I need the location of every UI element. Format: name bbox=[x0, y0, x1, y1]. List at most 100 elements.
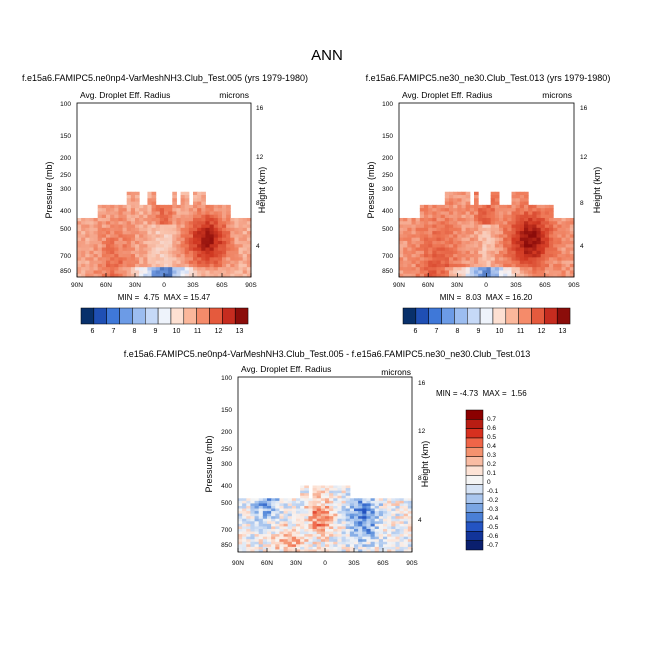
field-cell bbox=[230, 254, 235, 258]
field-cell bbox=[407, 513, 413, 517]
field-cell bbox=[205, 254, 211, 258]
field-cell bbox=[205, 263, 211, 268]
field-cell bbox=[201, 250, 206, 255]
field-cell bbox=[184, 254, 190, 258]
field-cell bbox=[329, 490, 334, 494]
field-cell bbox=[499, 240, 504, 245]
field-cell bbox=[296, 531, 301, 535]
field-cell bbox=[304, 488, 309, 492]
field-cell bbox=[395, 534, 401, 538]
field-cell bbox=[320, 495, 326, 499]
field-cell bbox=[399, 240, 404, 245]
field-cell bbox=[415, 231, 421, 235]
field-cell bbox=[399, 531, 405, 535]
field-cell bbox=[197, 191, 202, 196]
field-cell bbox=[242, 254, 248, 258]
field-cell bbox=[349, 511, 355, 515]
field-cell bbox=[139, 208, 144, 212]
x-tick-label: 90S bbox=[245, 282, 257, 289]
field-cell bbox=[453, 224, 458, 229]
field-cell bbox=[135, 267, 140, 271]
field-cell bbox=[135, 201, 140, 206]
field-cell bbox=[333, 518, 338, 522]
field-cell bbox=[457, 217, 462, 222]
field-cell bbox=[126, 204, 132, 209]
field-cell bbox=[465, 201, 471, 206]
field-cell bbox=[258, 518, 264, 522]
field-cell bbox=[106, 260, 111, 265]
field-cell bbox=[395, 503, 401, 507]
field-cell bbox=[407, 237, 412, 242]
field-cell bbox=[536, 240, 542, 245]
field-cell bbox=[184, 263, 190, 268]
field-cell bbox=[81, 227, 86, 232]
field-cell bbox=[126, 257, 132, 262]
field-cell bbox=[283, 516, 289, 520]
field-cell bbox=[428, 214, 433, 219]
field-cell bbox=[101, 234, 107, 239]
field-cell bbox=[246, 254, 252, 258]
field-cell bbox=[159, 260, 165, 265]
field-cell bbox=[122, 247, 128, 252]
field-cell bbox=[176, 254, 182, 258]
field-cell bbox=[383, 511, 388, 515]
colorbar-swatch bbox=[93, 307, 107, 325]
field-cell bbox=[391, 544, 396, 548]
field-cell bbox=[106, 270, 111, 275]
field-cell bbox=[461, 214, 467, 219]
field-cell bbox=[329, 531, 334, 535]
field-cell bbox=[341, 503, 347, 507]
field-cell bbox=[262, 539, 268, 543]
field-cell bbox=[217, 267, 223, 271]
field-cell bbox=[172, 247, 177, 252]
field-cell bbox=[329, 488, 334, 492]
field-cell bbox=[349, 549, 355, 553]
field-cell bbox=[528, 234, 533, 239]
field-cell bbox=[262, 503, 268, 507]
field-cell bbox=[93, 263, 99, 268]
field-cell bbox=[271, 523, 276, 527]
field-cell bbox=[374, 518, 380, 522]
field-cell bbox=[474, 227, 479, 232]
field-cell bbox=[349, 498, 355, 502]
field-cell bbox=[419, 250, 425, 255]
field-cell bbox=[275, 503, 280, 507]
field-cell bbox=[85, 234, 90, 239]
field-cell bbox=[271, 528, 276, 533]
field-cell bbox=[147, 198, 153, 203]
field-cell bbox=[81, 237, 86, 242]
field-cell bbox=[482, 208, 487, 212]
field-cell bbox=[383, 528, 388, 533]
field-cell bbox=[246, 237, 252, 242]
colorbar-label: 9 bbox=[477, 328, 481, 335]
field-cell bbox=[250, 500, 256, 504]
field-cell bbox=[209, 224, 215, 229]
field-cell bbox=[283, 528, 289, 533]
field-cell bbox=[193, 267, 198, 271]
field-cell bbox=[424, 250, 429, 255]
field-cell bbox=[557, 263, 562, 268]
field-cell bbox=[122, 211, 128, 216]
field-cell bbox=[147, 247, 153, 252]
field-cell bbox=[197, 211, 202, 216]
field-cell bbox=[415, 270, 421, 275]
field-cell bbox=[97, 254, 103, 258]
field-cell bbox=[387, 546, 392, 550]
field-cell bbox=[122, 250, 128, 255]
field-cell bbox=[201, 198, 206, 203]
field-cell bbox=[532, 231, 537, 235]
field-cell bbox=[349, 508, 355, 512]
panel-3-title: f.e15a6.FAMIPC5.ne0np4-VarMeshNH3.Club_T… bbox=[124, 349, 531, 359]
field-cell bbox=[300, 508, 305, 512]
field-cell bbox=[536, 227, 542, 232]
field-cell bbox=[395, 505, 401, 510]
field-cell bbox=[440, 214, 446, 219]
field-cell bbox=[511, 273, 517, 278]
field-cell bbox=[226, 247, 231, 252]
field-cell bbox=[77, 227, 82, 232]
field-cell bbox=[478, 211, 483, 216]
colorbar-swatch bbox=[544, 307, 558, 325]
field-cell bbox=[440, 204, 446, 209]
field-cell bbox=[250, 541, 256, 545]
field-cell bbox=[164, 257, 169, 262]
